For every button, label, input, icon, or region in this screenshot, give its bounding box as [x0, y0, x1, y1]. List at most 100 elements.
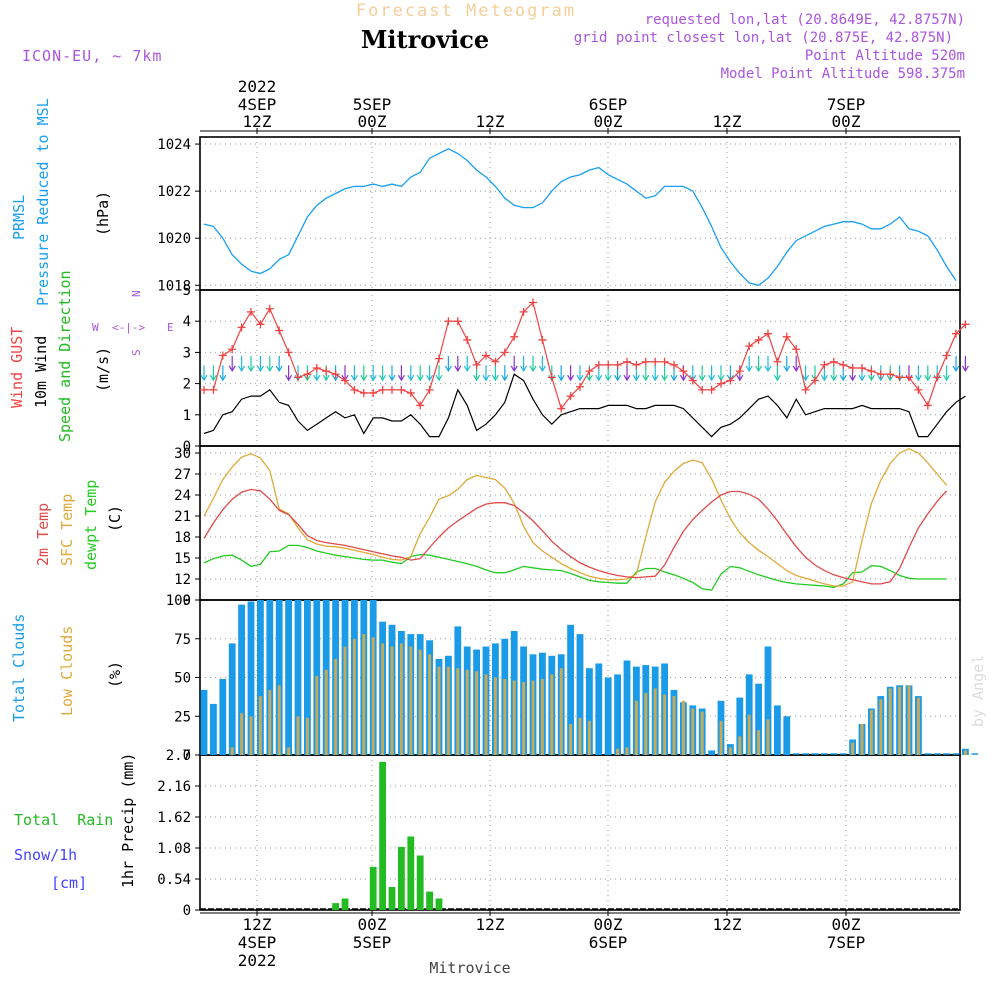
wind-direction-arrow [491, 365, 499, 382]
wind-compass: N W <-|-> E S [92, 290, 174, 356]
total-cloud-bar [257, 600, 264, 755]
prmsl-line [203, 148, 957, 287]
low-cloud-bar [381, 643, 385, 755]
wind-gust-point [905, 373, 913, 382]
bottom-day-label: 6SEP [589, 933, 628, 952]
low-cloud-bar [437, 666, 441, 755]
wind-gust-point [538, 335, 547, 344]
wind-direction-arrow [708, 365, 716, 382]
wind-gust-point [604, 360, 613, 369]
wind-gust-point [876, 370, 885, 379]
total-cloud-bar [247, 601, 255, 755]
wind-gust-point [547, 373, 556, 382]
wind-direction-arrow [651, 365, 659, 382]
wind-direction-arrow [416, 365, 424, 382]
wind-direction-arrow [435, 365, 443, 382]
wind-direction-label: Speed and Direction [56, 270, 74, 442]
total-cloud-bar [210, 703, 217, 755]
temp-ytick-label: 27 [174, 467, 191, 483]
snow-label: Snow/1h [14, 846, 77, 864]
precip-unit: 1hr Precip (mm) [119, 753, 137, 888]
cloud-ytick-label: 25 [174, 709, 191, 725]
wind-gust-point [726, 376, 735, 385]
wind-gust-point [472, 360, 481, 369]
wind-gust-point [435, 354, 443, 363]
wind-gust-point [359, 388, 368, 397]
total-rain-label: Total Rain [14, 811, 113, 829]
total-cloud-bar [238, 604, 245, 755]
low-cloud-bar [963, 750, 967, 755]
wind-direction-arrow [567, 365, 575, 382]
wind-direction-arrow [783, 355, 791, 373]
wind-direction-arrow [454, 355, 462, 373]
rain-bar [435, 898, 443, 910]
low-cloud-bar [691, 708, 695, 755]
wind-direction-arrow [238, 355, 246, 373]
wind-direction-arrow [407, 365, 415, 382]
precip-ytick-label: 2.16 [157, 779, 191, 795]
precip-panel: 0 0.54 1.08 1.62 2.16 2.7 [157, 748, 961, 919]
wind-gust-point [961, 320, 970, 329]
total-cloud-bar [604, 677, 612, 755]
wind-gust-point [942, 351, 951, 360]
model-label: ICON-EU, ~ 7km [22, 47, 162, 65]
low-cloud-bar [305, 717, 309, 755]
low-cloud-bar [503, 679, 507, 755]
pressure-unit: (hPa) [94, 191, 112, 236]
temp-ytick-label: 18 [174, 530, 191, 546]
low-cloud-bar [757, 730, 761, 755]
wind-gust-point [510, 332, 519, 341]
total-cloud-bar [304, 600, 311, 755]
requested-coords: requested lon,lat (20.8649E, 42.8757N) [645, 12, 965, 28]
low-cloud-bar [531, 680, 535, 755]
low-cloud-bar [371, 637, 375, 755]
low-cloud-bar [766, 719, 770, 755]
wind-direction-arrow [275, 355, 283, 373]
wind-direction-arrow [576, 365, 584, 382]
wind-direction-arrow [830, 365, 838, 382]
wind-gust-point [294, 373, 302, 382]
wind-direction-arrow [247, 355, 255, 373]
low-cloud-bar [681, 700, 685, 756]
wind-gust-point [754, 335, 763, 344]
low-cloud-bar [258, 696, 262, 755]
wind-gust-point [200, 385, 208, 394]
point-altitude: Point Altitude 520m [805, 48, 965, 64]
low-cloud-bar [700, 711, 704, 755]
model-point-altitude: Model Point Altitude 598.375m [721, 66, 965, 82]
low-cloud-bar [334, 658, 338, 755]
wind-gust-point [829, 357, 838, 366]
low-cloud-bar [888, 688, 892, 755]
low-cloud-bar [268, 689, 272, 755]
wind-gust-point [566, 392, 575, 401]
cloud-bars [200, 600, 979, 756]
wind-gust-point [867, 367, 876, 376]
wind-gust-point [811, 376, 819, 385]
sfc-temp-label: SFC Temp [58, 494, 76, 566]
dewpt-temp-series [203, 544, 947, 591]
wind-gust-point [209, 385, 218, 394]
top-time-label: 12Z [713, 112, 742, 131]
wind-gust-point [688, 376, 697, 385]
wind-gust-point [284, 348, 293, 357]
wind-direction-arrow [209, 365, 217, 382]
low-cloud-bar [409, 646, 413, 755]
wind-gust-point [660, 357, 669, 366]
low-cloud-bar [399, 643, 403, 755]
low-cloud-bar [240, 713, 244, 755]
wind-ytick-label: 5 [183, 283, 191, 299]
wind-direction-arrow [924, 365, 932, 382]
wind-direction-arrow [388, 365, 396, 382]
wind-gust-point [679, 367, 688, 376]
pressure-ytick-label: 1018 [157, 278, 191, 294]
temp-ytick-label: 21 [174, 509, 191, 525]
low-cloud-bar [869, 710, 873, 755]
cloud-ytick-label: 100 [166, 593, 191, 609]
wind-direction-arrow [952, 355, 960, 373]
rain-bar [341, 898, 349, 910]
wind-gust-point [322, 367, 331, 376]
wind-gust-point [820, 360, 829, 369]
total-cloud-bar [219, 679, 227, 755]
